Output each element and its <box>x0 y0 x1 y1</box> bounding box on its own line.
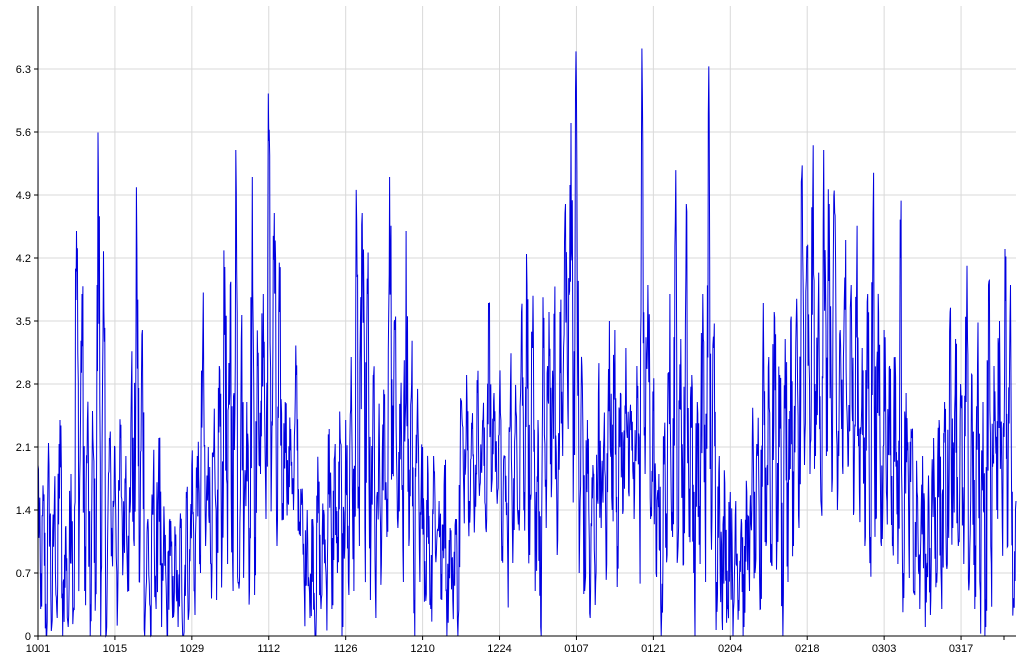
x-tick-label: 0317 <box>949 643 973 655</box>
y-tick-label: 1.4 <box>16 505 31 517</box>
y-tick-labels: 0 0.7 1.4 2.1 2.8 3.5 4.2 4.9 5.6 6.3 <box>16 64 31 643</box>
y-tick-label: 4.2 <box>16 253 31 265</box>
y-tick-label: 5.6 <box>16 127 31 139</box>
series-layer <box>37 48 1017 638</box>
x-tick-label: 1224 <box>487 643 511 655</box>
y-tick-label: 4.9 <box>16 190 31 202</box>
x-tick-label: 0303 <box>872 643 896 655</box>
x-tick-labels: 1001 1015 1029 1112 1126 1210 1224 0107 0121 0204… <box>26 643 974 655</box>
y-tick-label: 2.1 <box>16 442 31 454</box>
x-tick-label: 0121 <box>641 643 665 655</box>
y-tick-label: 0.7 <box>16 568 31 580</box>
x-tick-label: 1210 <box>410 643 434 655</box>
series-line <box>37 48 1017 638</box>
x-tick-label: 1029 <box>180 643 204 655</box>
x-tick-label: 1001 <box>26 643 50 655</box>
y-tick-label: 3.5 <box>16 316 31 328</box>
x-tick-label: 1015 <box>103 643 127 655</box>
x-tick-label: 0204 <box>718 643 742 655</box>
axes <box>34 6 1016 640</box>
y-tick-label: 0 <box>25 631 31 643</box>
x-tick-label: 0107 <box>564 643 588 655</box>
x-tick-label: 1112 <box>257 643 280 655</box>
y-tick-label: 2.8 <box>16 379 31 391</box>
y-tick-label: 6.3 <box>16 64 31 76</box>
x-tick-label: 1126 <box>334 643 358 655</box>
x-tick-label: 0218 <box>795 643 819 655</box>
